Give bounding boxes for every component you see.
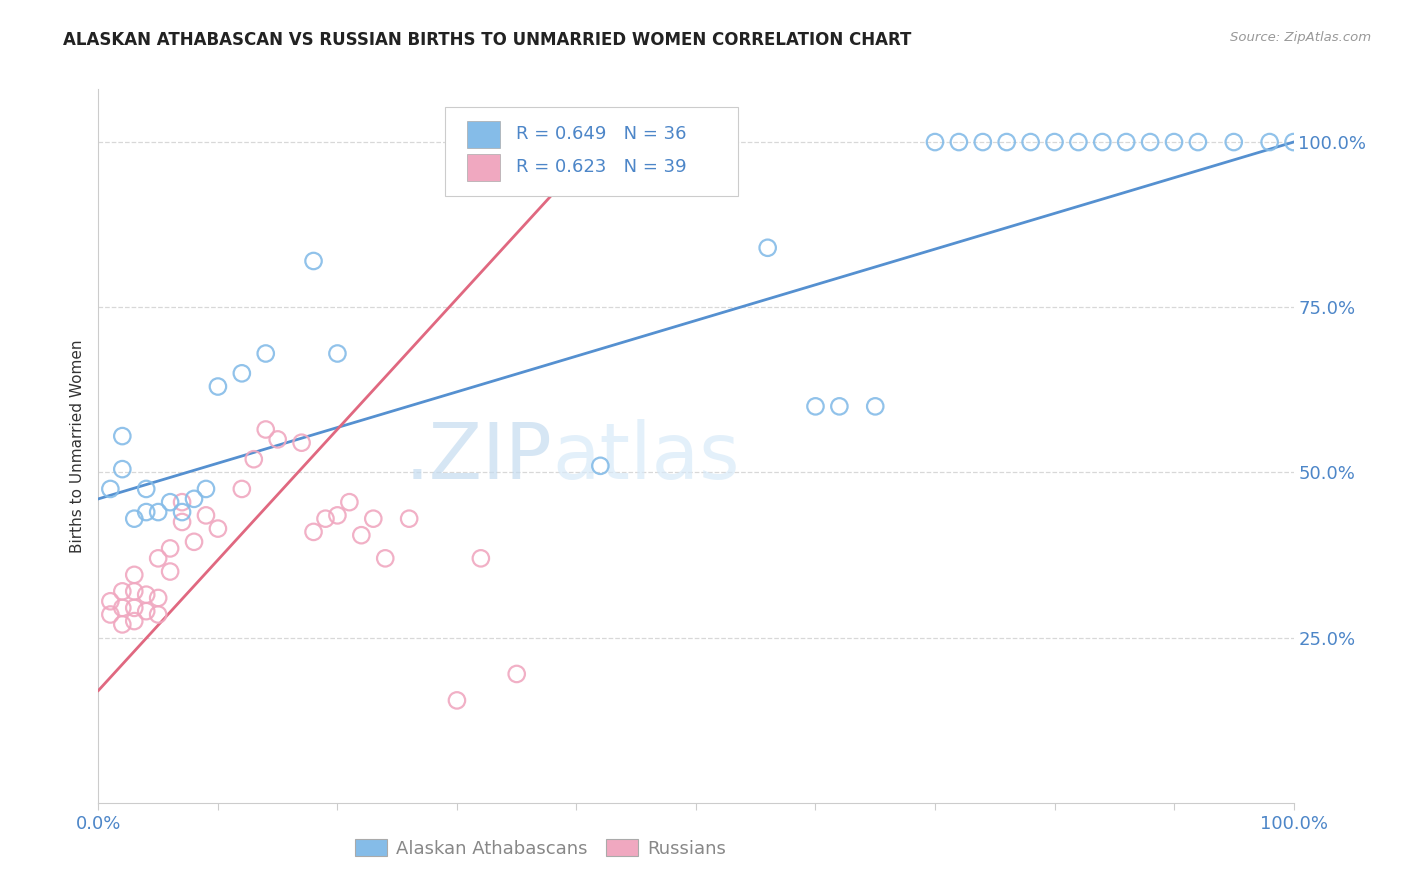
Point <box>756 241 779 255</box>
Point <box>506 667 529 681</box>
Point <box>148 551 170 566</box>
Point <box>398 511 420 525</box>
Point <box>111 584 134 599</box>
Point <box>207 379 229 393</box>
Point <box>865 400 887 414</box>
Point <box>159 565 181 579</box>
Point <box>111 617 134 632</box>
Text: Source: ZipAtlas.com: Source: ZipAtlas.com <box>1230 31 1371 45</box>
Point <box>363 511 385 525</box>
Point <box>1282 135 1305 149</box>
Point <box>254 422 277 436</box>
Point <box>254 346 277 360</box>
Point <box>207 522 229 536</box>
Point <box>98 594 122 608</box>
Point <box>1223 135 1246 149</box>
Point <box>1139 135 1161 149</box>
Text: ALASKAN ATHABASCAN VS RUSSIAN BIRTHS TO UNMARRIED WOMEN CORRELATION CHART: ALASKAN ATHABASCAN VS RUSSIAN BIRTHS TO … <box>63 31 911 49</box>
Text: .ZIP: .ZIP <box>405 418 553 495</box>
Point <box>374 551 396 566</box>
Point <box>1019 135 1042 149</box>
Point <box>135 604 157 618</box>
Point <box>995 135 1018 149</box>
Point <box>326 346 349 360</box>
Point <box>148 591 170 605</box>
Legend: Alaskan Athabascans, Russians: Alaskan Athabascans, Russians <box>347 832 734 865</box>
Point <box>135 505 157 519</box>
Point <box>1067 135 1090 149</box>
Point <box>470 551 492 566</box>
Point <box>302 524 325 539</box>
Point <box>124 600 146 615</box>
Point <box>1258 135 1281 149</box>
Point <box>111 600 134 615</box>
Bar <box>467 121 501 148</box>
Point <box>172 505 194 519</box>
Point <box>589 458 612 473</box>
Point <box>111 429 134 443</box>
Point <box>1187 135 1209 149</box>
Point <box>267 433 290 447</box>
Point <box>446 693 468 707</box>
Point <box>972 135 994 149</box>
Point <box>231 367 253 381</box>
Point <box>124 584 146 599</box>
Point <box>183 491 205 506</box>
Y-axis label: Births to Unmarried Women: Births to Unmarried Women <box>69 339 84 553</box>
Point <box>148 607 170 622</box>
Point <box>172 495 194 509</box>
FancyBboxPatch shape <box>446 107 738 196</box>
Point <box>302 254 325 268</box>
Point <box>98 607 122 622</box>
Point <box>828 400 851 414</box>
Point <box>326 508 349 523</box>
Point <box>291 435 314 450</box>
Point <box>804 400 827 414</box>
Point <box>195 508 218 523</box>
Point <box>350 528 373 542</box>
Point <box>541 135 564 149</box>
Point <box>159 541 181 556</box>
Point <box>124 614 146 628</box>
Point <box>1091 135 1114 149</box>
Point <box>111 462 134 476</box>
Point <box>195 482 218 496</box>
Point <box>243 452 266 467</box>
Point <box>315 511 337 525</box>
Point <box>924 135 946 149</box>
Text: R = 0.649   N = 36: R = 0.649 N = 36 <box>516 125 686 143</box>
Point <box>148 505 170 519</box>
Point <box>589 135 612 149</box>
Point <box>172 515 194 529</box>
Text: R = 0.623   N = 39: R = 0.623 N = 39 <box>516 158 686 176</box>
Point <box>339 495 361 509</box>
Point <box>135 588 157 602</box>
Point <box>948 135 970 149</box>
Point <box>135 482 157 496</box>
Point <box>183 534 205 549</box>
Point <box>231 482 253 496</box>
Point <box>1163 135 1185 149</box>
Point <box>98 482 122 496</box>
Point <box>159 495 181 509</box>
Point <box>1115 135 1137 149</box>
Point <box>124 511 146 525</box>
Bar <box>467 154 501 181</box>
Point <box>124 567 146 582</box>
Text: atlas: atlas <box>553 418 740 495</box>
Point <box>1043 135 1066 149</box>
